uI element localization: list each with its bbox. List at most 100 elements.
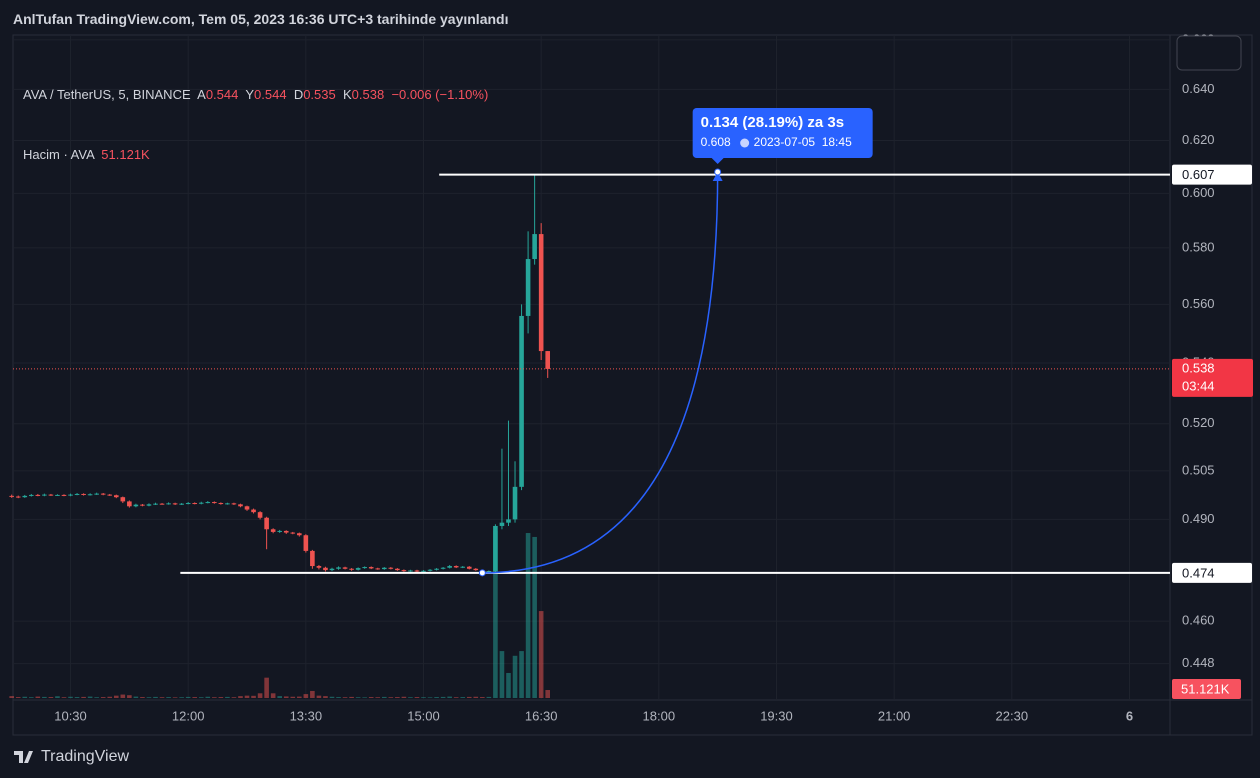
volume-badge (1172, 679, 1241, 700)
volume-bar (349, 696, 354, 698)
y-tick-label: 0.490 (1182, 511, 1215, 526)
volume-bar (375, 697, 381, 698)
volume-bar (297, 696, 302, 698)
candle-body (153, 503, 158, 505)
chart-panel (12, 34, 1253, 736)
volume-bar (140, 697, 145, 698)
close-value: 0.538 (351, 87, 385, 102)
x-tick-label: 12:00 (172, 708, 205, 723)
volume-bar (388, 697, 394, 698)
volume-bar (362, 697, 367, 698)
price-line-badge (1172, 164, 1252, 185)
footer-brand: TradingView (41, 748, 129, 765)
volume-bar (35, 696, 41, 698)
close-label: K (342, 87, 352, 102)
candle-body (447, 566, 452, 568)
x-tick-label: 6 (1126, 708, 1133, 723)
volume-bar (100, 697, 106, 698)
volume-bar (205, 696, 211, 698)
volume-bar (153, 696, 158, 698)
candle-body (61, 494, 67, 496)
candle-body (506, 519, 511, 523)
volume-bar (218, 697, 224, 698)
change: −0.006 (−1.10%) (391, 87, 489, 102)
candle-body (231, 503, 237, 505)
candle-body (133, 504, 139, 507)
candle-body (290, 532, 296, 534)
volume-bar (316, 695, 322, 698)
candle-body (545, 351, 551, 369)
volume-bar (440, 696, 446, 698)
x-tick-label: 18:00 (643, 708, 676, 723)
candle-body (486, 571, 492, 573)
candle-body (283, 530, 289, 533)
candle-body (453, 566, 459, 568)
candle-body (297, 533, 302, 536)
volume-bar (120, 694, 126, 698)
volume-bar (244, 695, 250, 698)
price-line-badge (1172, 562, 1252, 583)
candle-body (146, 504, 152, 506)
volume-bar (212, 697, 217, 698)
candle-body (218, 503, 224, 505)
settings-button[interactable] (1176, 35, 1242, 71)
candle-body (427, 569, 433, 571)
candle-body (303, 535, 309, 551)
candle-body (349, 568, 354, 570)
candle-body (94, 493, 99, 495)
footer-logo: TradingView (14, 748, 129, 765)
volume-bar (355, 697, 361, 698)
volume-bar (466, 696, 472, 698)
y-tick-label: 0.620 (1182, 132, 1215, 147)
volume-bar (159, 697, 165, 698)
open-label: A (197, 87, 206, 102)
candle-body (395, 568, 400, 571)
volume-bar (238, 696, 243, 698)
volume-bar (113, 695, 119, 698)
price-line-label: 0.607 (1182, 167, 1215, 182)
candle-body (473, 568, 479, 571)
candle-body (29, 494, 34, 496)
x-tick-label: 22:30 (996, 708, 1029, 723)
volume-bar (283, 696, 289, 698)
candle-body (342, 567, 348, 569)
candle-body (460, 566, 466, 568)
volume-bar (270, 693, 276, 698)
volume-bar (453, 697, 459, 698)
logo-icon (14, 751, 33, 763)
volume-bar (133, 696, 139, 698)
candle-body (120, 497, 126, 502)
x-tick-label: 15:00 (407, 708, 440, 723)
legend-volume-row: Hacim · AVA 51.121K (23, 145, 488, 165)
candle-body (355, 568, 361, 570)
x-tick-label: 16:30 (525, 708, 558, 723)
volume-bar (185, 696, 191, 698)
volume-bar (493, 530, 498, 698)
candle-body (538, 234, 544, 352)
candle-body (257, 512, 263, 518)
candle-body (55, 494, 60, 496)
candle-body (277, 530, 282, 532)
volume-bar (198, 697, 204, 698)
candle-body (375, 568, 381, 570)
y-tick-label: 0.520 (1182, 415, 1215, 430)
candle-body (100, 493, 106, 495)
candle-body (408, 570, 413, 572)
open-value: 0.544 (205, 87, 239, 102)
candle-body (251, 509, 256, 513)
volume-bar (55, 696, 60, 698)
volume-bar (94, 697, 99, 698)
candle-body (107, 494, 113, 496)
candle-body (225, 503, 230, 505)
candle-body (127, 501, 132, 507)
low-label: D (293, 87, 304, 102)
volume-bar (519, 651, 524, 698)
candle-body (68, 494, 73, 496)
volume-bar (480, 697, 485, 698)
low-value: 0.535 (303, 87, 336, 102)
candle-body (42, 494, 47, 496)
volume-bar (29, 697, 34, 698)
candle-body (192, 503, 198, 505)
symbol: AVA / TetherUS, 5, BINANCE (23, 87, 191, 102)
